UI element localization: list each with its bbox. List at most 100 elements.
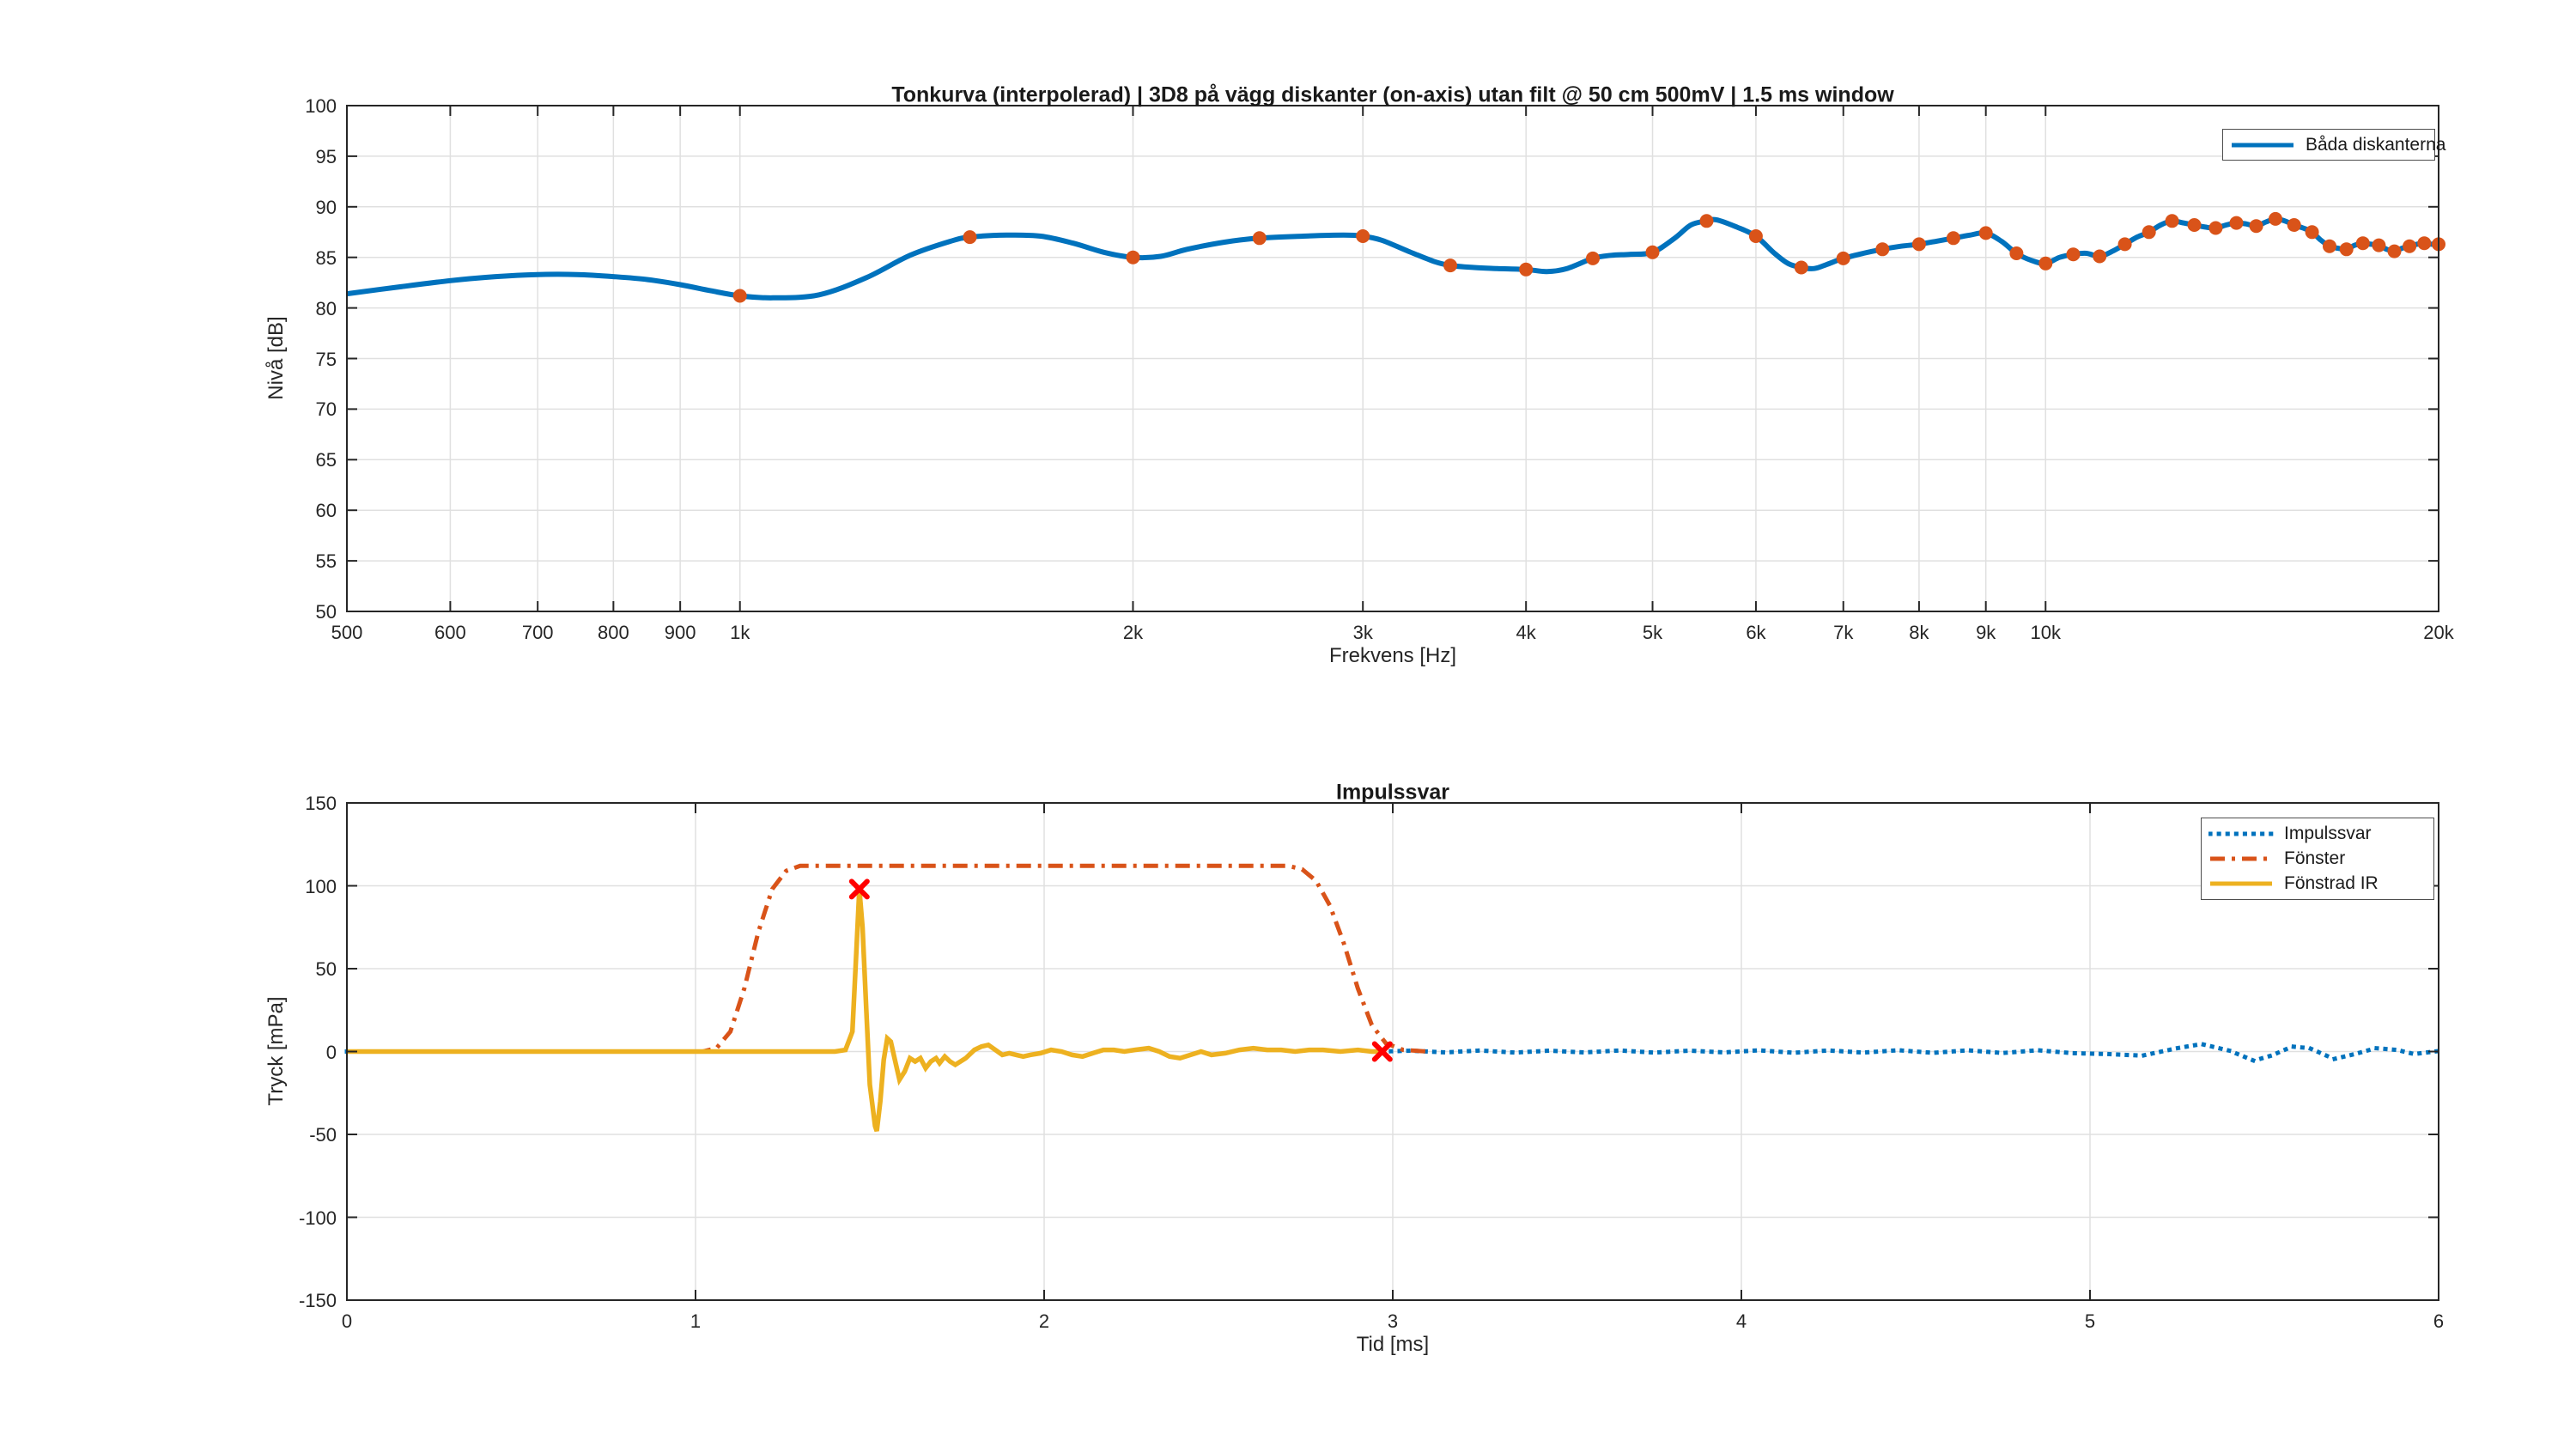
measurement-marker <box>732 289 747 303</box>
measurement-marker <box>2305 225 2319 240</box>
measurement-marker <box>1645 245 1660 259</box>
frequency-response-curve <box>346 216 2439 301</box>
y-tick-label: -150 <box>298 1290 337 1311</box>
measurement-marker <box>1911 237 1926 252</box>
y-tick-label: 150 <box>305 793 337 814</box>
legend-line-sample <box>2232 143 2293 147</box>
x-tick-label: 8k <box>1909 622 1929 643</box>
measurement-marker <box>1836 251 1850 265</box>
y-tick-label: 50 <box>315 601 337 623</box>
legend-item-label: Fönstrad IR <box>2284 873 2379 894</box>
measurement-marker <box>1586 251 1600 265</box>
y-tick-label: 55 <box>315 550 337 573</box>
measurement-marker <box>2287 218 2301 232</box>
measurement-marker <box>2387 244 2402 258</box>
y-tick-label: 65 <box>315 449 337 471</box>
x-tick-label: 1k <box>730 622 750 643</box>
x-tick-label: 0 <box>341 1310 353 1332</box>
measurement-marker <box>1978 226 1993 240</box>
y-tick-label: 75 <box>315 348 337 370</box>
measurement-marker <box>963 230 977 245</box>
measurement-marker <box>1519 262 1534 277</box>
x-tick-label: 6 <box>2433 1310 2445 1332</box>
y-tick-label: 50 <box>315 958 337 980</box>
legend-item-label: Båda diskanterna <box>2306 134 2446 155</box>
y-tick-label: -100 <box>298 1207 337 1229</box>
frequency-plot-xlabel: Frekvens [Hz] <box>1328 644 1457 667</box>
legend-item-label: Fönster <box>2284 848 2346 868</box>
x-tick-label: 3k <box>1352 622 1373 643</box>
legend-line-sample <box>2208 831 2274 836</box>
legend-line-sample <box>2210 881 2272 886</box>
y-tick-label: 85 <box>315 246 337 269</box>
measurement-marker <box>2117 237 2132 252</box>
measurement-marker <box>1794 260 1808 275</box>
y-tick-label: 100 <box>305 875 337 897</box>
measurement-marker <box>2339 242 2354 257</box>
impulse-plot-title: Impulssvar <box>1335 780 1450 805</box>
impulse-response-curve <box>1380 1042 2441 1063</box>
measurement-marker <box>1126 250 1140 264</box>
y-tick-label: 70 <box>315 398 337 421</box>
impulse-plot-xlabel: Tid [ms] <box>1356 1333 1430 1356</box>
y-tick-label: 95 <box>315 145 337 167</box>
x-tick-label: 800 <box>598 622 629 643</box>
measurement-marker <box>1875 242 1890 257</box>
measurement-marker <box>1443 258 1457 273</box>
measurement-marker <box>2187 218 2202 232</box>
x-tick-label: 1 <box>690 1310 702 1332</box>
measurement-marker <box>2066 247 2081 262</box>
measurement-marker <box>2249 219 2263 234</box>
measurement-marker <box>2093 249 2107 264</box>
frequency-plot-legend: Båda diskanterna <box>2222 129 2445 161</box>
measurement-marker <box>1946 231 1960 246</box>
legend-item: Fönstrad IR <box>2208 872 2427 897</box>
x-tick-label: 3 <box>1387 1310 1399 1332</box>
legend-item: Impulssvar <box>2208 821 2427 846</box>
window-boundary-x-marker <box>848 878 870 900</box>
measurement-marker <box>1699 214 1714 228</box>
legend-item: Fönster <box>2208 846 2427 871</box>
legend-item: Båda diskanterna <box>2230 132 2445 157</box>
x-tick-label: 900 <box>664 622 696 643</box>
x-tick-label: 7k <box>1833 622 1854 643</box>
x-tick-label: 9k <box>1976 622 1996 643</box>
x-tick-label: 20k <box>2423 622 2454 643</box>
window-boundary-x-marker <box>1371 1041 1393 1062</box>
legend-item-label: Impulssvar <box>2284 823 2372 843</box>
x-tick-label: 2 <box>1038 1310 1050 1332</box>
legend-line-sample <box>2210 856 2272 861</box>
impulse-plot-legend: Impulssvar Fönster Fönstrad IR <box>2201 818 2434 900</box>
measurement-marker <box>2038 256 2053 271</box>
measurement-marker <box>2403 239 2417 253</box>
y-tick-label: 60 <box>315 500 337 522</box>
y-tick-label: 100 <box>305 95 337 117</box>
x-tick-label: 5 <box>2084 1310 2096 1332</box>
x-tick-label: 4k <box>1516 622 1536 643</box>
measurement-marker <box>2417 236 2432 251</box>
y-tick-label: 80 <box>315 297 337 319</box>
window-curve <box>347 863 1428 1054</box>
frequency-plot-title: Tonkurva (interpolerad) | 3D8 på vägg di… <box>891 82 1894 107</box>
measurement-marker <box>1356 229 1370 243</box>
measurement-marker <box>1748 229 1763 243</box>
measurement-marker <box>2323 239 2336 253</box>
y-tick-label: 0 <box>325 1041 337 1063</box>
windowed-ir-curve <box>347 889 1382 1132</box>
x-tick-label: 6k <box>1746 622 1766 643</box>
measurement-marker <box>2142 225 2156 240</box>
measurement-marker <box>1252 231 1267 246</box>
x-tick-label: 5k <box>1642 622 1663 643</box>
y-tick-label: 90 <box>315 196 337 218</box>
x-tick-label: 500 <box>331 622 363 643</box>
measurement-marker <box>2269 211 2282 226</box>
x-tick-label: 10k <box>2030 622 2061 643</box>
x-tick-label: 600 <box>434 622 466 643</box>
x-tick-label: 2k <box>1122 622 1144 643</box>
x-tick-label: 700 <box>521 622 554 643</box>
measurement-marker <box>2009 246 2024 260</box>
y-tick-label: -50 <box>309 1124 337 1146</box>
measurement-marker <box>2165 214 2179 228</box>
